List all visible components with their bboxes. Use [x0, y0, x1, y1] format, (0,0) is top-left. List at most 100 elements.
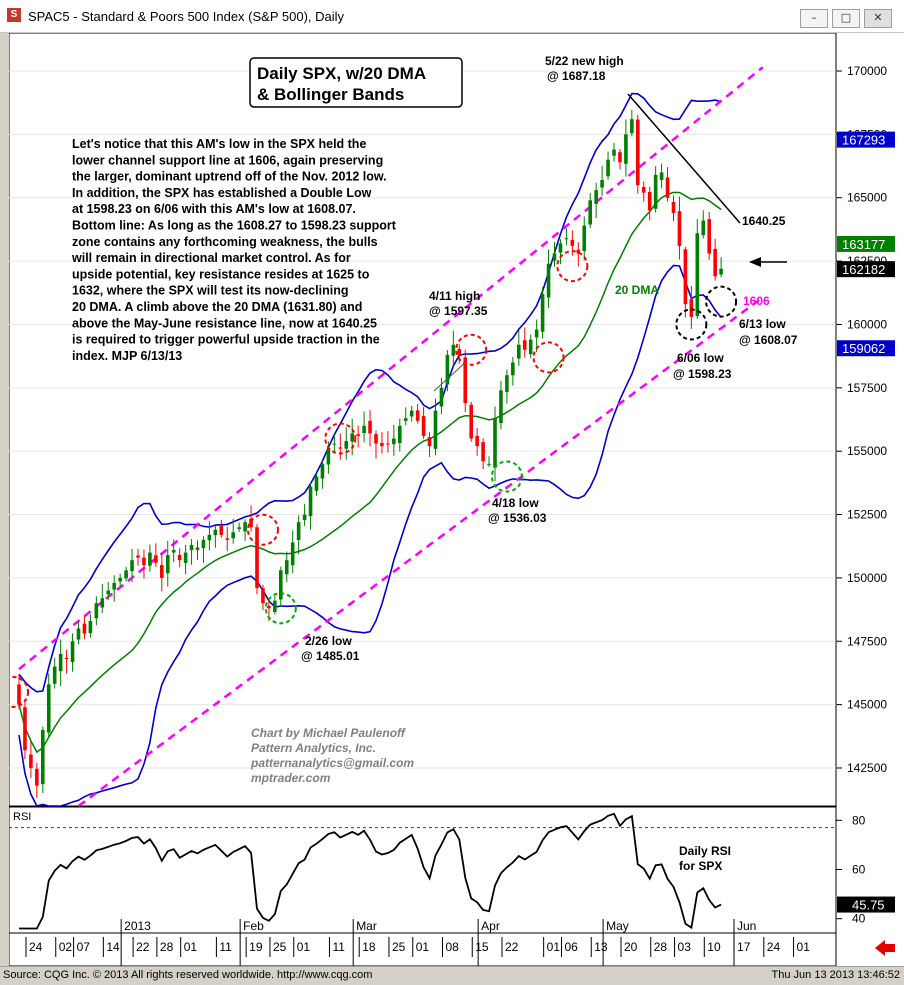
label-low-226-2: @ 1485.01 — [301, 649, 360, 663]
label-new-high-1: 5/22 new high — [545, 54, 624, 68]
price-bar-body — [552, 253, 557, 261]
bollinger-upper-line — [18, 92, 722, 693]
price-bar-body — [433, 410, 438, 449]
price-bar-body — [558, 243, 563, 253]
credit-line-4: mptrader.com — [251, 771, 331, 785]
status-source: Source: CQG Inc. © 2013 All rights reser… — [3, 969, 373, 981]
price-bar-body — [273, 600, 277, 612]
rsi-label-2: for SPX — [679, 859, 722, 873]
scroll-left-icon[interactable] — [875, 940, 895, 956]
price-bar-body — [653, 174, 658, 209]
price-bar-body — [683, 249, 688, 305]
price-tick-label: 150000 — [847, 571, 887, 585]
price-bar-body — [17, 684, 21, 705]
commentary-line: index. MJP 6/13/13 — [72, 349, 182, 363]
label-support-1606: 1606 — [743, 294, 770, 308]
commentary-line: lower channel support line at 1606, agai… — [72, 153, 383, 167]
price-bar-body — [356, 434, 360, 436]
price-bar-body — [374, 434, 378, 444]
price-bar-body — [255, 527, 259, 589]
price-bar-body — [475, 436, 479, 447]
price-bar-body — [647, 191, 652, 211]
commentary-line: 1632, where the SPX will test its now-de… — [72, 284, 348, 298]
price-bar-body — [189, 544, 194, 551]
chart-app-icon[interactable]: S — [7, 8, 21, 22]
commentary-line: the larger, dominant uptrend off of the … — [72, 170, 387, 184]
price-tick-label: 142500 — [847, 761, 887, 775]
commentary-line: upside potential, key resistance resides… — [72, 267, 370, 281]
price-badge-label: 163177 — [842, 237, 885, 252]
rsi-series-line — [19, 812, 722, 930]
rsi-badge — [837, 896, 895, 913]
day-label: 01 — [547, 940, 561, 954]
price-bar-body — [154, 555, 158, 563]
price-bar-body — [243, 522, 247, 532]
price-tick-label: 160000 — [847, 317, 887, 331]
date-axis — [8, 932, 837, 967]
price-bar-body — [201, 539, 206, 549]
price-bar-body — [588, 200, 592, 225]
price-bar-body — [308, 486, 313, 516]
price-bar-body — [493, 418, 497, 468]
price-bar-body — [225, 538, 230, 540]
price-bar-body — [362, 425, 366, 434]
price-bar-body — [528, 339, 533, 354]
price-bar-body — [445, 354, 450, 385]
title-bar[interactable]: S SPAC5 - Standard & Poors 500 Index (S&… — [0, 0, 904, 33]
price-bar-body — [64, 657, 69, 660]
price-bar-body — [469, 404, 473, 439]
price-bar-body — [618, 152, 622, 163]
day-label: 17 — [737, 940, 751, 954]
price-bar-body — [46, 684, 51, 733]
label-low-613-2: @ 1608.07 — [739, 333, 798, 347]
day-label: 08 — [446, 940, 460, 954]
price-bar-body — [148, 552, 152, 566]
label-high-411-1: 4/11 high — [429, 289, 480, 303]
price-bar-body — [320, 463, 325, 479]
circle-jan-high — [0, 675, 30, 708]
commentary-line: In addition, the SPX has established a D… — [72, 186, 372, 200]
label-low-418-1: 4/18 low — [492, 496, 539, 510]
label-low-418-2: @ 1536.03 — [488, 511, 547, 525]
close-icon[interactable]: ✕ — [864, 9, 892, 28]
price-bar-body — [624, 134, 628, 164]
price-bar-body — [350, 433, 354, 442]
price-bar-body — [326, 448, 331, 465]
chart-title-line1: Daily SPX, w/20 DMA — [257, 64, 426, 83]
day-label: 07 — [77, 940, 91, 954]
month-label: Jun — [737, 919, 756, 933]
day-label: 02 — [59, 940, 73, 954]
price-bar-body — [534, 329, 539, 338]
day-label: 11 — [219, 940, 232, 954]
price-bar-body — [130, 560, 134, 572]
chart-title-line2: & Bollinger Bands — [257, 85, 404, 104]
price-bar-body — [457, 348, 462, 355]
day-label: 01 — [184, 940, 198, 954]
minimize-icon[interactable]: – — [800, 9, 828, 28]
price-bar-body — [719, 268, 723, 275]
label-low-606-1: 6/06 low — [677, 351, 724, 365]
price-bar-body — [636, 119, 640, 186]
price-bar-body — [481, 442, 485, 462]
price-bar-body — [112, 582, 116, 590]
bollinger-lower-line — [18, 264, 722, 807]
credit-line-2: Pattern Analytics, Inc. — [251, 741, 376, 755]
rsi-badge-label: 45.75 — [852, 898, 885, 913]
rsi-tick-label: 60 — [852, 863, 866, 877]
resistance-line — [627, 93, 741, 224]
price-bar-body — [279, 570, 283, 600]
maximize-icon[interactable]: □ — [832, 9, 860, 28]
status-bar: Source: CQG Inc. © 2013 All rights reser… — [0, 966, 904, 985]
price-bar-body — [505, 375, 509, 392]
price-bar-body — [136, 555, 140, 558]
chart-canvas[interactable]: 1700001675001650001625001600001575001550… — [0, 32, 904, 967]
circle-feb-high — [246, 513, 279, 546]
price-bar-body — [707, 219, 711, 254]
rsi-label-1: Daily RSI — [679, 844, 731, 858]
circle-606-low — [675, 308, 708, 341]
chart-area[interactable]: 1700001675001650001625001600001575001550… — [0, 32, 904, 967]
trend-channel — [18, 66, 764, 808]
price-bar-body — [665, 177, 670, 198]
day-label: 22 — [505, 940, 519, 954]
channel-upper-line — [18, 66, 764, 671]
